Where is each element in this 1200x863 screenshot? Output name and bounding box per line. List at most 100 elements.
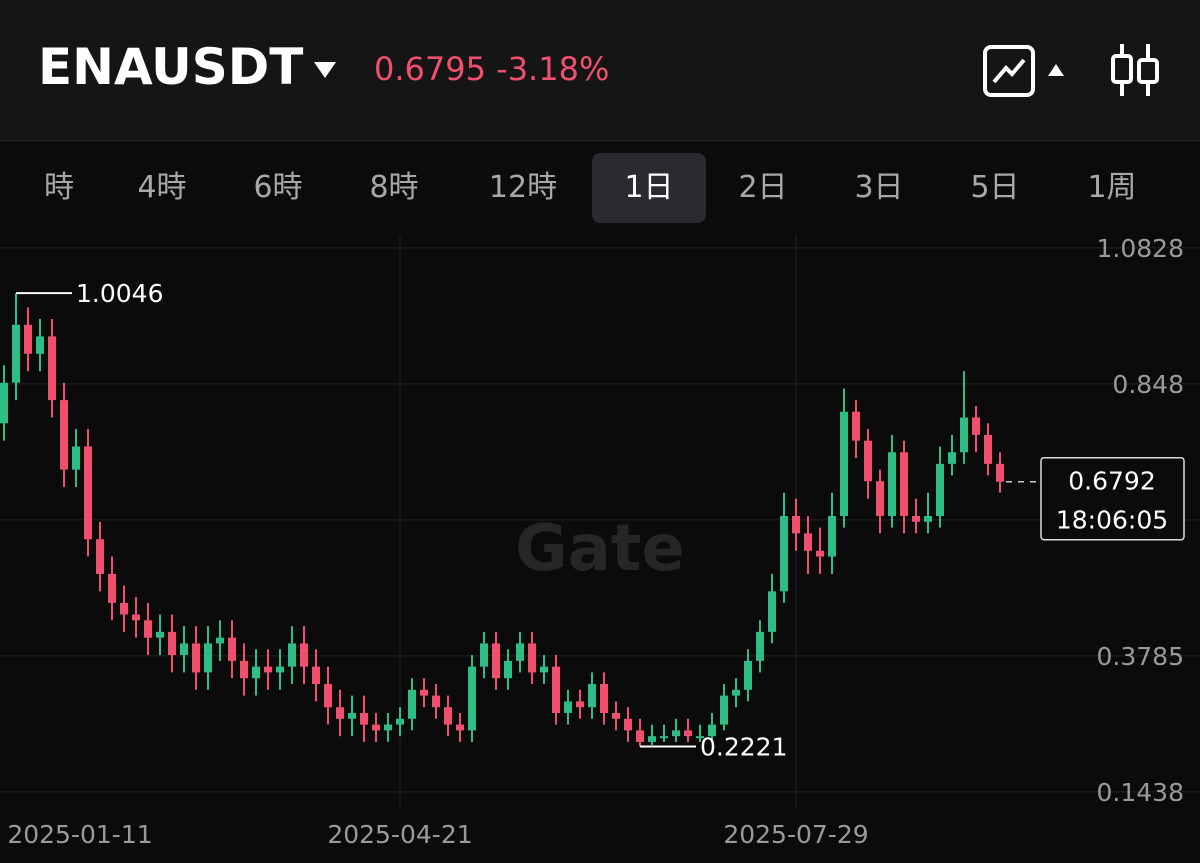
candle-body bbox=[996, 463, 1004, 482]
candle-body bbox=[252, 666, 260, 679]
y-tick-label: 0.848 bbox=[1112, 370, 1184, 399]
candle-body bbox=[288, 643, 296, 667]
candle-body bbox=[336, 707, 344, 719]
last-price: 0.6795 bbox=[374, 50, 486, 88]
candle-body bbox=[636, 730, 644, 742]
candle-body bbox=[768, 591, 776, 632]
candle-body bbox=[612, 712, 620, 719]
candle-body bbox=[492, 643, 500, 679]
candle-body bbox=[216, 637, 224, 644]
candle-body bbox=[0, 382, 8, 424]
candle-body bbox=[408, 689, 416, 719]
candle-body bbox=[180, 643, 188, 656]
candle-body bbox=[300, 643, 308, 667]
candle-body bbox=[96, 539, 104, 574]
candle-body bbox=[816, 550, 824, 557]
candle-body bbox=[132, 614, 140, 621]
candle-body bbox=[456, 724, 464, 731]
candle-body bbox=[540, 666, 548, 673]
candle-body bbox=[792, 515, 800, 534]
interval-tab[interactable]: 12時 bbox=[488, 170, 558, 205]
candle-body bbox=[936, 463, 944, 516]
candle-body bbox=[840, 411, 848, 516]
interval-tab[interactable]: 6時 bbox=[253, 170, 303, 205]
interval-tab[interactable]: 8時 bbox=[369, 170, 419, 205]
plot-area bbox=[0, 235, 1200, 863]
candle-body bbox=[984, 434, 992, 464]
candle-body bbox=[528, 643, 536, 673]
x-tick-label: 2025-01-11 bbox=[7, 820, 152, 849]
candle-body bbox=[12, 324, 20, 383]
candle-body bbox=[468, 666, 476, 731]
candle-body bbox=[696, 736, 704, 739]
candle-body bbox=[912, 515, 920, 522]
interval-tab[interactable]: 5日 bbox=[970, 170, 1020, 205]
interval-tab[interactable]: 2日 bbox=[738, 170, 788, 205]
candle-body bbox=[120, 602, 128, 615]
candle-body bbox=[780, 515, 788, 592]
candle-body bbox=[240, 660, 248, 679]
symbol[interactable]: ENAUSDT bbox=[38, 38, 304, 96]
candle-body bbox=[864, 440, 872, 482]
chart-type-button[interactable] bbox=[982, 44, 1072, 98]
candle-body bbox=[660, 736, 668, 739]
interval-tab[interactable]: 3日 bbox=[854, 170, 904, 205]
interval-tab[interactable]: 時 bbox=[44, 170, 74, 205]
candle-body bbox=[504, 660, 512, 679]
candle-body bbox=[828, 515, 836, 557]
candle-body bbox=[24, 324, 32, 354]
candle-body bbox=[516, 643, 524, 661]
x-tick-label: 2025-07-29 bbox=[723, 820, 868, 849]
watermark: Gate bbox=[515, 512, 685, 586]
candle-body bbox=[756, 631, 764, 661]
candle-body bbox=[192, 643, 200, 673]
candle-body bbox=[588, 684, 596, 708]
price-info: 0.6795 -3.18% bbox=[374, 50, 609, 88]
candle-body bbox=[720, 695, 728, 725]
candle-body bbox=[36, 336, 44, 354]
candle-body bbox=[84, 446, 92, 540]
interval-tab[interactable]: 1日 bbox=[592, 153, 706, 223]
candle-body bbox=[348, 712, 356, 719]
dropdown-arrow[interactable] bbox=[312, 60, 338, 80]
candle-body bbox=[732, 689, 740, 696]
candle-body bbox=[144, 620, 152, 638]
candle-body bbox=[684, 730, 692, 737]
interval-tab[interactable]: 4時 bbox=[137, 170, 187, 205]
candle-body bbox=[264, 666, 272, 673]
candle-body bbox=[576, 701, 584, 708]
candle-settings-button[interactable] bbox=[1106, 40, 1162, 100]
candle-body bbox=[396, 718, 404, 725]
candle-body bbox=[204, 643, 212, 673]
candle-body bbox=[876, 481, 884, 516]
candle-body bbox=[624, 718, 632, 731]
min-label: 0.2221 bbox=[700, 733, 787, 762]
interval-tabs: 時 4時 6時 8時 12時 1日 2日 3日 5日 1周 bbox=[0, 141, 1200, 235]
candle-body bbox=[60, 400, 68, 470]
candle-body bbox=[972, 417, 980, 435]
candle-body bbox=[276, 666, 284, 673]
candle-body bbox=[372, 724, 380, 731]
candle-body bbox=[420, 689, 428, 696]
candle-body bbox=[324, 684, 332, 708]
candle-body bbox=[960, 417, 968, 453]
candle-body bbox=[600, 684, 608, 713]
candle-body bbox=[72, 446, 80, 470]
candle-body bbox=[108, 573, 116, 603]
y-tick-label: 0.3785 bbox=[1097, 642, 1184, 671]
candle-body bbox=[432, 695, 440, 708]
x-tick-label: 2025-04-21 bbox=[327, 820, 472, 849]
candle-body bbox=[312, 666, 320, 685]
price-box bbox=[1040, 456, 1185, 541]
candle-body bbox=[852, 411, 860, 441]
candle-body bbox=[900, 452, 908, 516]
candle-body bbox=[924, 515, 932, 522]
interval-tab[interactable]: 1周 bbox=[1087, 170, 1137, 205]
candle-body bbox=[168, 631, 176, 656]
candle-body bbox=[672, 730, 680, 737]
candle-body bbox=[948, 452, 956, 464]
candle-body bbox=[804, 533, 812, 551]
candle-body bbox=[384, 724, 392, 731]
